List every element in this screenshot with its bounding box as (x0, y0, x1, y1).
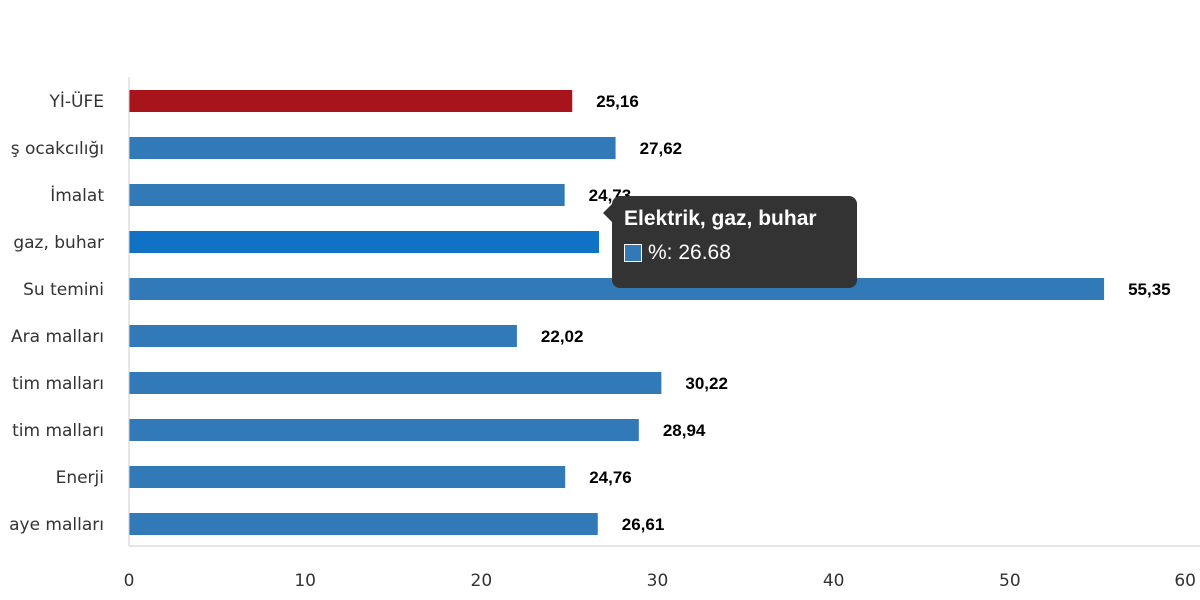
bar-7[interactable] (129, 419, 639, 441)
x-tick-label: 0 (124, 571, 135, 591)
x-axis-ticks: 0 10 20 30 40 50 60 (124, 571, 1196, 591)
x-tick-label: 30 (647, 571, 669, 591)
tooltip-value: %: 26.68 (648, 241, 731, 264)
x-tick-label: 10 (294, 571, 316, 591)
data-label: 22,02 (541, 327, 584, 346)
tooltip: Elektrik, gaz, buhar %: 26.68 (603, 196, 857, 288)
data-label: 25,16 (596, 92, 639, 111)
category-label: aye malları (9, 515, 104, 535)
data-label: 24,76 (589, 468, 632, 487)
bar-5[interactable] (129, 325, 517, 347)
tooltip-series-swatch (624, 244, 642, 262)
tooltip-row: %: 26.68 (624, 240, 845, 266)
category-label: İmalat (50, 185, 104, 206)
bar-8[interactable] (129, 466, 566, 488)
x-tick-label: 50 (999, 571, 1021, 591)
x-tick-label: 60 (1174, 571, 1196, 591)
data-label: 28,94 (663, 421, 706, 440)
data-label: 30,22 (685, 374, 728, 393)
category-labels: Yİ-ÜFE ş ocakcılığı İmalat gaz, buhar Su tem… (9, 90, 104, 535)
category-label: Ara malları (11, 327, 104, 347)
bar-2[interactable] (129, 184, 565, 206)
bar-3[interactable] (129, 231, 600, 253)
data-labels: 25,1627,6224,7326,6855,3522,0230,2228,94… (541, 92, 1171, 534)
bar-6[interactable] (129, 372, 662, 394)
data-label: 55,35 (1128, 280, 1171, 299)
data-label: 27,62 (640, 139, 683, 158)
x-tick-label: 20 (471, 571, 493, 591)
category-label: tim malları (12, 421, 104, 441)
bar-1[interactable] (129, 137, 616, 159)
bars-group (129, 90, 1105, 535)
category-label: Yİ-ÜFE (49, 90, 105, 112)
data-label: 26,61 (622, 515, 665, 534)
category-label: gaz, buhar (13, 233, 104, 253)
category-label: Su temini (23, 280, 104, 300)
bar-4[interactable] (129, 278, 1105, 300)
category-label: ş ocakcılığı (11, 139, 104, 159)
bar-9[interactable] (129, 513, 598, 535)
bar-0[interactable] (129, 90, 573, 112)
category-label: Enerji (56, 468, 104, 488)
tooltip-title: Elektrik, gaz, buhar (624, 207, 817, 230)
x-tick-label: 40 (823, 571, 845, 591)
category-label: tim malları (12, 374, 104, 394)
tooltip-arrow (603, 204, 612, 222)
